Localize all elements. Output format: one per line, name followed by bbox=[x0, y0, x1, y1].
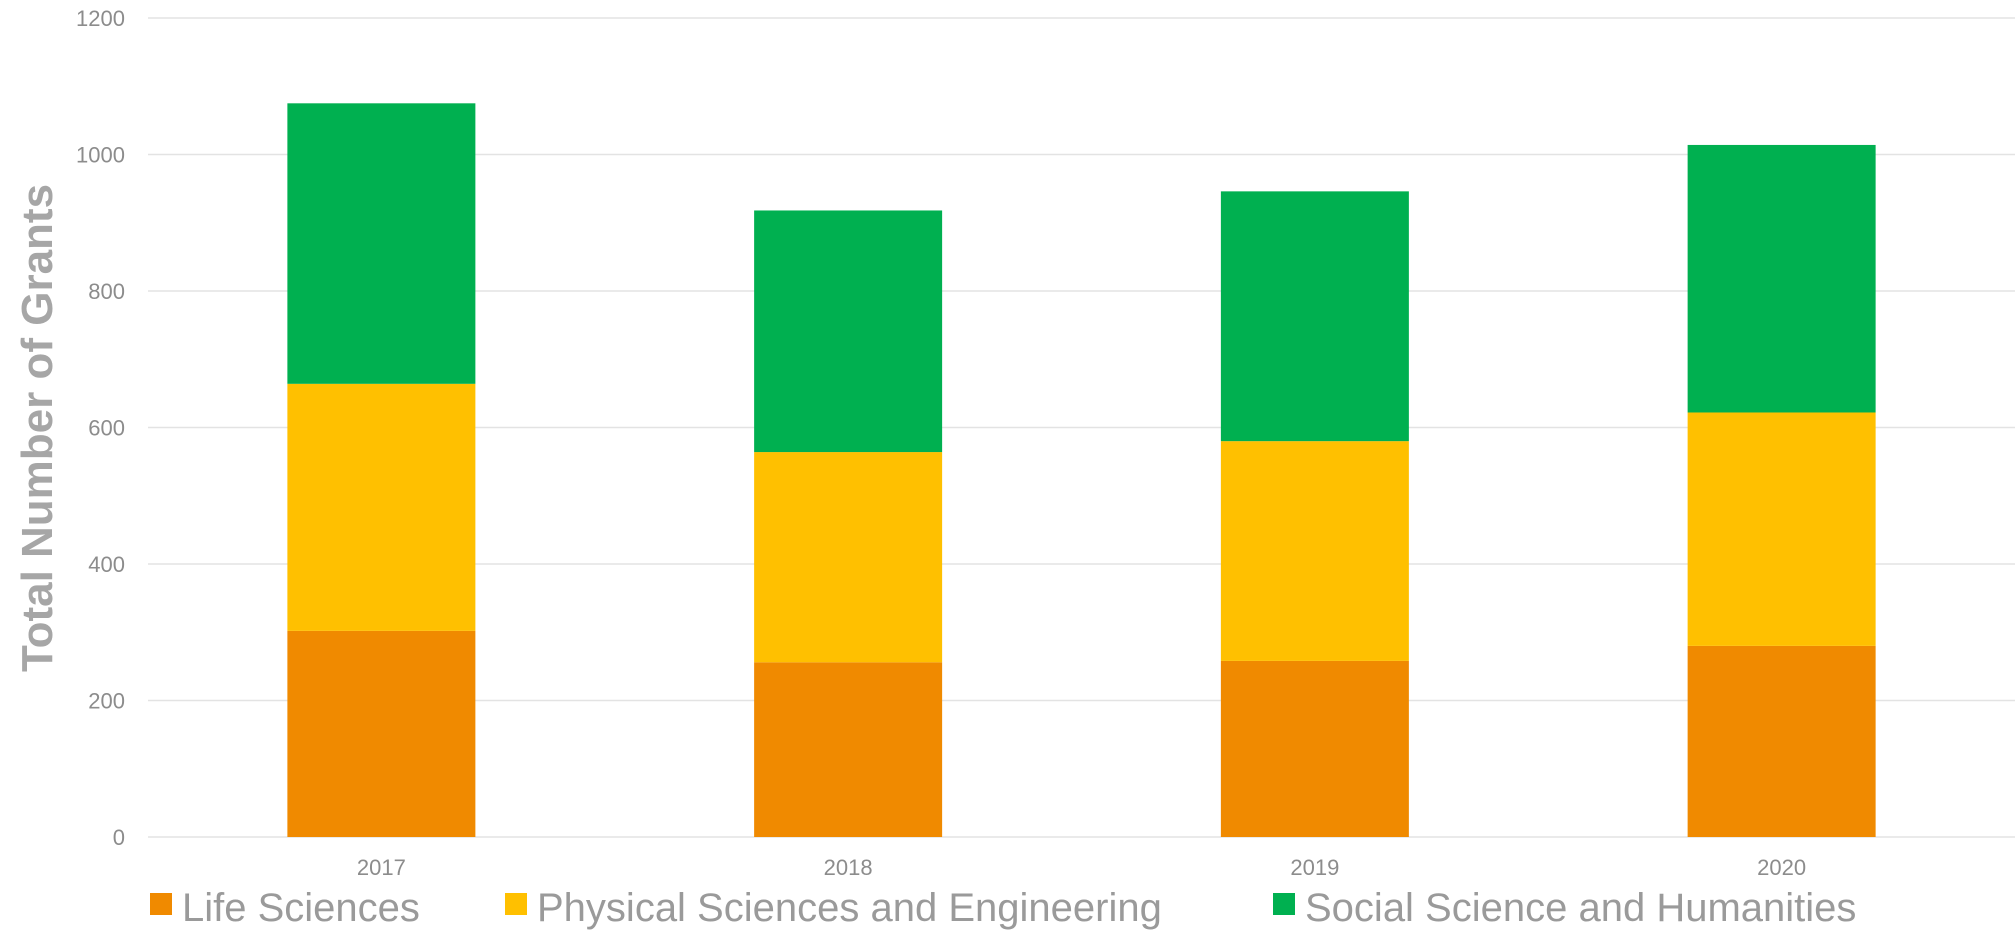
bar-segment bbox=[287, 383, 476, 631]
legend-label: Social Science and Humanities bbox=[1305, 886, 1856, 930]
legend-swatch bbox=[150, 893, 172, 915]
y-axis-label: Total Number of Grants bbox=[13, 184, 62, 672]
bar-segment bbox=[1220, 441, 1409, 661]
y-axis-ticks: 0 200 400 600 800 1000 1200 bbox=[76, 6, 125, 850]
x-tick-label: 2018 bbox=[824, 855, 873, 880]
y-tick-label: 0 bbox=[113, 825, 125, 850]
bar-segment bbox=[1220, 191, 1409, 442]
bar-segment bbox=[754, 662, 943, 837]
bars bbox=[287, 103, 1876, 837]
y-tick-label: 200 bbox=[88, 689, 125, 714]
bar-segment bbox=[1687, 412, 1876, 646]
y-tick-label: 800 bbox=[88, 279, 125, 304]
bar-segment bbox=[1220, 660, 1409, 837]
y-tick-label: 1000 bbox=[76, 143, 125, 168]
y-tick-label: 1200 bbox=[76, 6, 125, 31]
legend-label: Physical Sciences and Engineering bbox=[537, 886, 1162, 930]
bar-segment bbox=[287, 630, 476, 837]
bar-segment bbox=[1687, 645, 1876, 837]
legend-swatch bbox=[505, 893, 527, 915]
legend: Life Sciences Physical Sciences and Engin… bbox=[150, 886, 1856, 930]
x-tick-label: 2020 bbox=[1757, 855, 1806, 880]
y-tick-label: 600 bbox=[88, 416, 125, 441]
bar-segment bbox=[287, 103, 476, 384]
bar-segment bbox=[754, 452, 943, 663]
bar-segment bbox=[1687, 144, 1876, 413]
legend-swatch bbox=[1273, 893, 1295, 915]
x-tick-label: 2017 bbox=[357, 855, 406, 880]
legend-label: Life Sciences bbox=[182, 886, 420, 930]
x-tick-label: 2019 bbox=[1290, 855, 1339, 880]
y-tick-label: 400 bbox=[88, 552, 125, 577]
bar-segment bbox=[754, 210, 943, 453]
x-axis-ticks: 2017 2018 2019 2020 bbox=[357, 855, 1806, 880]
